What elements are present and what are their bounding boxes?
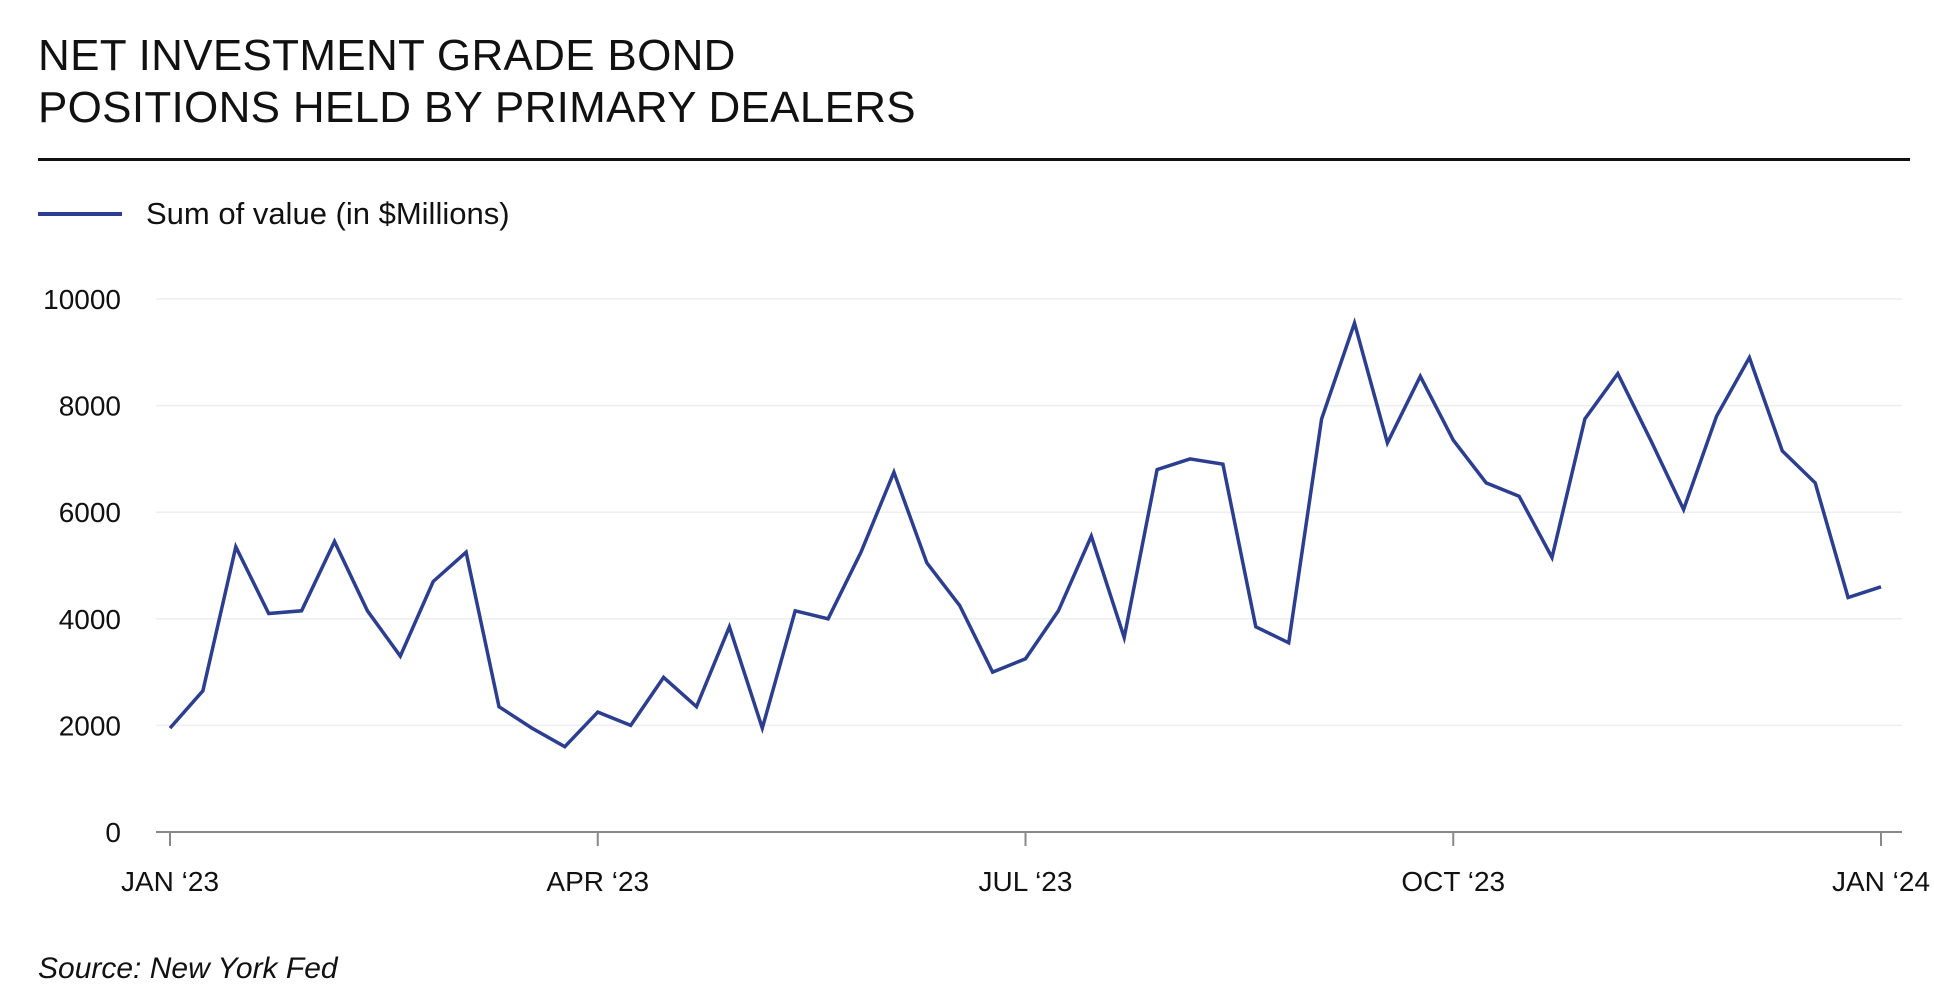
data-point (760, 726, 764, 730)
data-point (662, 675, 666, 679)
data-point (1451, 438, 1455, 442)
data-point (1583, 417, 1587, 421)
data-point (1155, 468, 1159, 472)
data-point (168, 726, 172, 730)
data-point (1320, 417, 1324, 421)
data-point (1747, 356, 1751, 360)
data-point (1353, 321, 1357, 325)
data-point (1780, 449, 1784, 453)
chart-axes: 0 2000 4000 6000 8000 10000 JAN ‘23 APR ‘23 JUL … (43, 284, 1930, 897)
data-point (267, 611, 271, 615)
data-point (365, 609, 369, 613)
data-point (1287, 641, 1291, 645)
y-tick-label: 0 (105, 817, 121, 848)
data-point (793, 609, 797, 613)
data-point (1616, 372, 1620, 376)
data-point (1089, 534, 1093, 538)
data-point (1122, 635, 1126, 639)
data-point (1254, 625, 1258, 629)
data-point (892, 470, 896, 474)
data-point (859, 550, 863, 554)
data-point (1879, 585, 1883, 589)
source-note: Source: New York Fed (38, 952, 338, 985)
data-point (727, 625, 731, 629)
data-point (333, 540, 337, 544)
data-point (1682, 508, 1686, 512)
x-tick-label: APR ‘23 (546, 866, 649, 897)
data-point (1024, 657, 1028, 661)
data-point (629, 723, 633, 727)
data-point (596, 710, 600, 714)
data-point (1484, 481, 1488, 485)
chart-gridlines (156, 298, 1902, 727)
data-point (826, 617, 830, 621)
y-tick-label: 2000 (59, 710, 121, 741)
data-point (431, 579, 435, 583)
chart-legend: Sum of value (in $Millions) (38, 196, 510, 232)
data-point (1418, 374, 1422, 378)
data-point (694, 705, 698, 709)
data-point (925, 561, 929, 565)
y-tick-label: 6000 (59, 497, 121, 528)
data-point (1813, 481, 1817, 485)
chart-title-line-2: POSITIONS HELD BY PRIMARY DEALERS (38, 83, 916, 132)
data-point (398, 654, 402, 658)
chart-series (168, 317, 1883, 749)
data-point (1649, 438, 1653, 442)
data-point (1056, 609, 1060, 613)
data-point (991, 670, 995, 674)
data-point (300, 609, 304, 613)
data-point (563, 745, 567, 749)
data-point (958, 603, 962, 607)
x-tick-label: JAN ‘23 (121, 866, 219, 897)
series-line (168, 317, 1882, 749)
data-point (1385, 441, 1389, 445)
y-tick-label: 8000 (59, 391, 121, 422)
data-point (201, 689, 205, 693)
data-point (1550, 556, 1554, 560)
data-point (1188, 457, 1192, 461)
data-point (530, 726, 534, 730)
data-point (234, 545, 238, 549)
x-tick-label: OCT ‘23 (1401, 866, 1505, 897)
title-divider (38, 158, 1910, 161)
data-point (1846, 595, 1850, 599)
x-tick-label: JAN ‘24 (1832, 866, 1930, 897)
legend-label: Sum of value (in $Millions) (146, 196, 510, 231)
y-tick-label: 4000 (59, 604, 121, 635)
y-tick-label: 10000 (43, 284, 121, 315)
data-point (1517, 494, 1521, 498)
chart-title-line-1: NET INVESTMENT GRADE BOND (38, 31, 736, 80)
data-point (464, 550, 468, 554)
chart-title: NET INVESTMENT GRADE BOND POSITIONS HELD… (38, 30, 916, 134)
data-point (1714, 414, 1718, 418)
x-tick-label: JUL ‘23 (979, 866, 1073, 897)
data-point (1221, 462, 1225, 466)
legend-swatch (38, 212, 122, 216)
data-point (497, 705, 501, 709)
